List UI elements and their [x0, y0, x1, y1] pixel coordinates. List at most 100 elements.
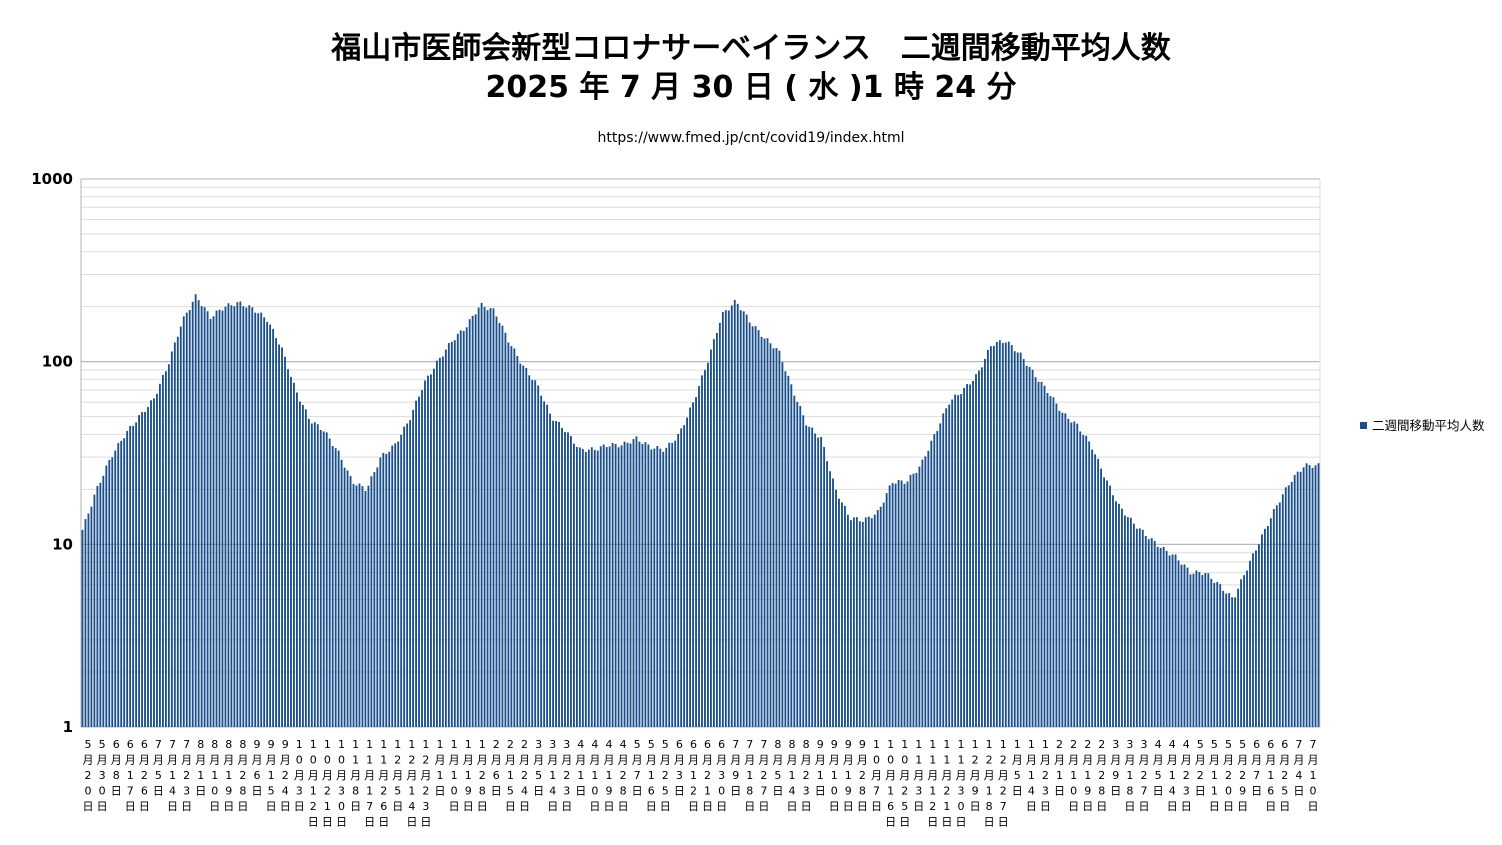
bar — [724, 310, 727, 727]
bar — [108, 459, 111, 727]
bar — [296, 392, 298, 727]
bar — [111, 457, 114, 727]
bar — [501, 325, 504, 727]
bar — [1231, 597, 1234, 727]
bar — [727, 310, 730, 727]
bar — [835, 489, 837, 727]
bar — [715, 332, 718, 727]
bar — [1225, 593, 1228, 727]
bar — [1106, 480, 1108, 727]
bar — [656, 446, 659, 727]
bar — [486, 310, 489, 727]
bar — [376, 467, 379, 727]
bar — [441, 356, 444, 727]
bar-series — [81, 294, 1320, 727]
bar — [1314, 465, 1317, 727]
bar — [927, 450, 930, 727]
bar — [808, 426, 811, 727]
bar — [141, 412, 143, 727]
bar — [1058, 410, 1061, 727]
bar — [960, 394, 963, 727]
bar — [948, 404, 951, 727]
bar — [1216, 582, 1219, 727]
bar — [129, 426, 132, 727]
bar — [263, 317, 266, 727]
bar — [459, 330, 462, 727]
bar — [215, 310, 218, 727]
bar — [1097, 458, 1100, 727]
bar — [573, 443, 575, 727]
bar — [1240, 579, 1242, 727]
bar — [1019, 352, 1022, 727]
bar — [1296, 471, 1299, 727]
bar — [450, 341, 453, 727]
bar — [1162, 546, 1165, 727]
bar — [471, 315, 474, 727]
bar — [1082, 435, 1085, 727]
bar — [575, 447, 578, 727]
bar — [102, 475, 105, 727]
bar — [704, 369, 706, 727]
bar — [1046, 392, 1049, 727]
bar — [1290, 481, 1293, 727]
bar — [855, 517, 858, 727]
bar — [453, 340, 456, 727]
bar — [495, 316, 498, 727]
bar — [668, 442, 671, 727]
bar — [742, 311, 745, 727]
bar — [787, 375, 790, 727]
bar — [293, 382, 295, 727]
bar — [301, 405, 304, 727]
bar — [170, 351, 173, 727]
bar — [677, 433, 680, 727]
bar — [671, 442, 674, 727]
bar — [504, 332, 507, 727]
bar — [555, 420, 557, 727]
bar — [114, 450, 117, 727]
bar — [531, 379, 534, 727]
bar — [989, 346, 992, 727]
bar — [1141, 529, 1144, 727]
bar — [236, 302, 239, 727]
legend-swatch — [1360, 422, 1367, 429]
bar — [546, 404, 549, 727]
bar — [358, 483, 361, 727]
bar — [1266, 526, 1269, 727]
bar — [614, 443, 617, 727]
bar — [1049, 396, 1052, 727]
bar — [126, 430, 129, 727]
bar — [403, 426, 406, 727]
bar — [477, 307, 480, 727]
bar — [364, 491, 367, 727]
bar — [230, 305, 233, 727]
bar — [1118, 503, 1120, 727]
bar — [635, 436, 638, 727]
bar — [537, 385, 540, 727]
bar — [558, 421, 560, 727]
bar — [981, 367, 983, 727]
bar — [623, 441, 626, 727]
bar — [778, 350, 781, 727]
bar — [736, 303, 739, 727]
y-axis: 1 10 100 1000 — [31, 170, 73, 736]
bar — [966, 384, 968, 727]
bar — [379, 457, 382, 727]
bar — [316, 424, 319, 727]
bar — [754, 326, 757, 727]
bar — [388, 451, 391, 727]
bar — [1246, 570, 1248, 727]
bar — [212, 316, 215, 727]
bar — [269, 324, 272, 727]
bar — [692, 402, 694, 727]
bar — [879, 506, 882, 727]
